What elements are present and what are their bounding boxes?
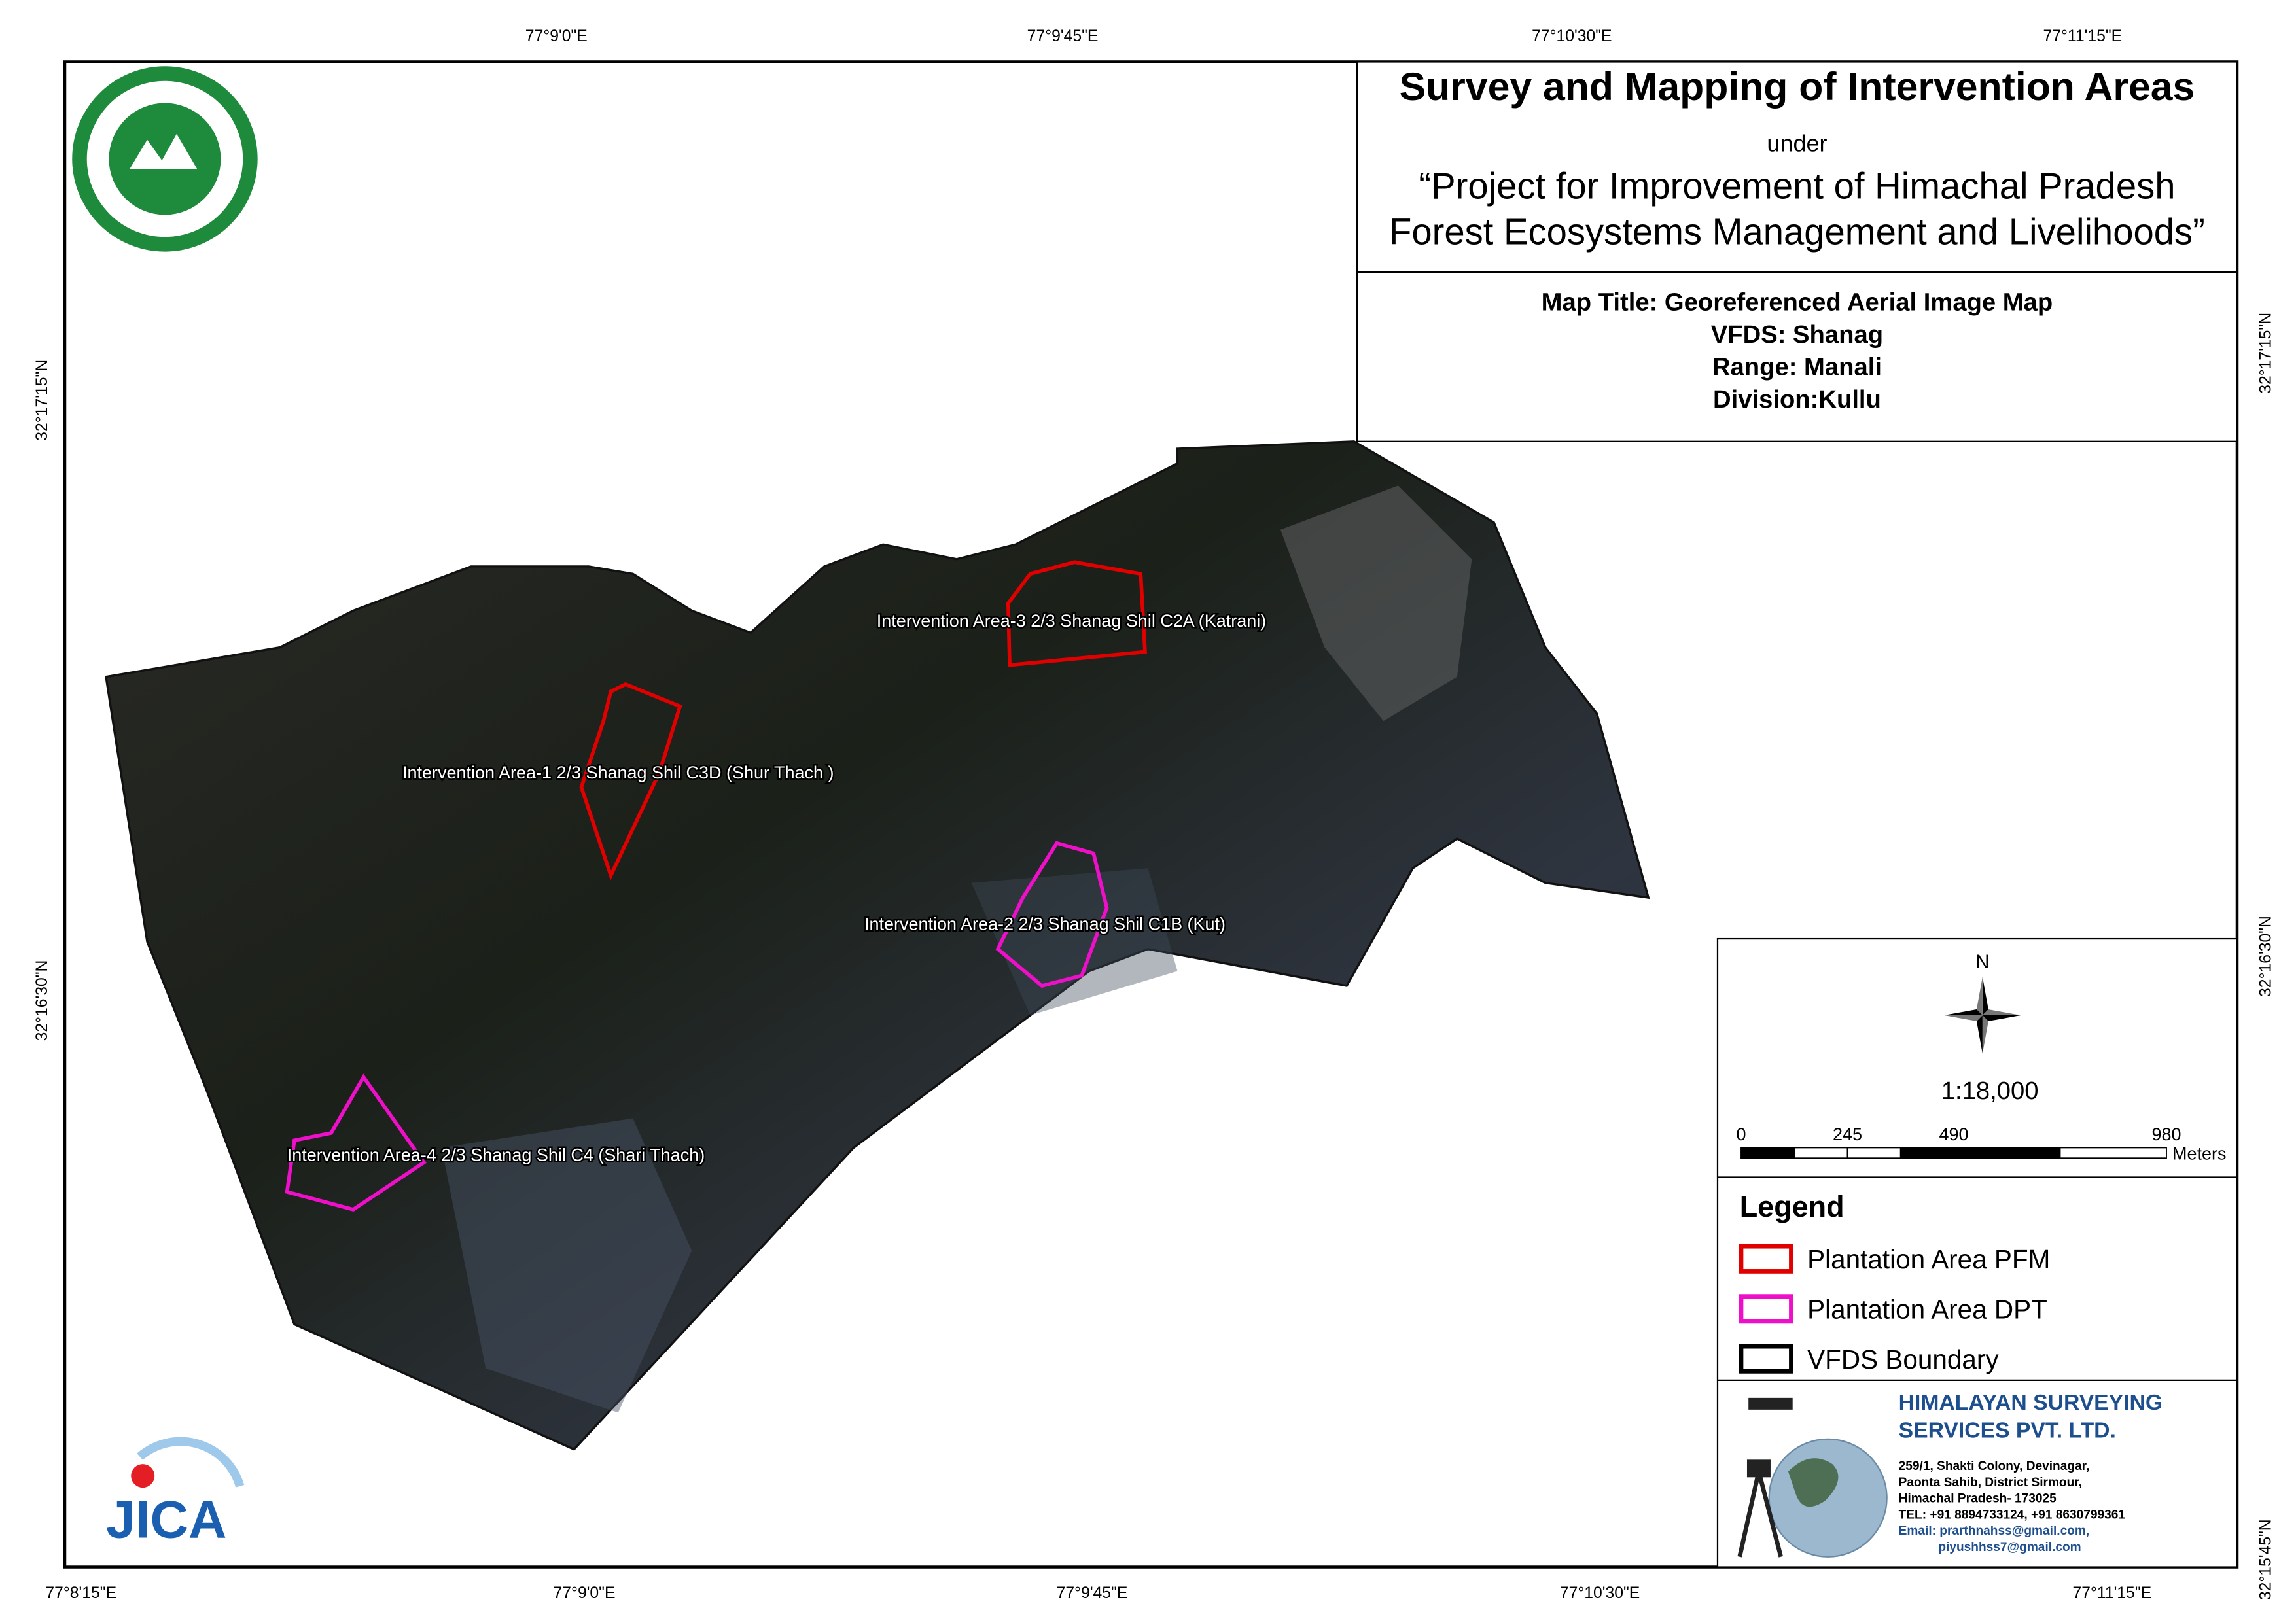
slope-patch bbox=[971, 868, 1178, 1016]
top-coord: 77°10'30"E bbox=[1532, 27, 1612, 45]
jica-text: JICA bbox=[106, 1491, 226, 1550]
company-logo bbox=[1737, 1397, 1888, 1558]
left-coord: 32°17'15"N bbox=[33, 360, 51, 441]
map-info-line: VFDS: Shanag bbox=[1711, 321, 1883, 349]
legend-item: VFDS Boundary bbox=[1807, 1344, 1999, 1374]
map-info-line: Range: Manali bbox=[1712, 353, 1882, 381]
area-label: Intervention Area-1 2/3 Shanag Shil C3D … bbox=[402, 763, 834, 782]
left-coord: 32°16'30"N bbox=[33, 960, 51, 1041]
scale-tick-label: 980 bbox=[2152, 1125, 2181, 1144]
project-line: “Project for Improvement of Himachal Pra… bbox=[1419, 166, 2175, 207]
top-coord: 77°9'45"E bbox=[1027, 27, 1099, 45]
title: Survey and Mapping of Intervention Areas bbox=[1400, 64, 2195, 109]
legend-swatch bbox=[1739, 1294, 1793, 1324]
area-label: Intervention Area-3 2/3 Shanag Shil C2A … bbox=[877, 611, 1267, 631]
scale-tick-label: 245 bbox=[1833, 1125, 1862, 1144]
scale-ratio: 1:18,000 bbox=[1941, 1077, 2039, 1105]
scale-segment bbox=[1899, 1147, 1954, 1159]
scale-segment bbox=[1846, 1147, 1901, 1159]
scale-segment bbox=[1740, 1147, 1795, 1159]
address-line: 259/1, Shakti Colony, Devinagar, bbox=[1899, 1459, 2090, 1473]
address-line: Paonta Sahib, District Sirmour, bbox=[1899, 1476, 2082, 1490]
company-name: HIMALAYAN SURVEYING bbox=[1899, 1390, 2163, 1415]
area-labels: Intervention Area-3 2/3 Shanag Shil C2A … bbox=[285, 610, 1267, 1166]
dpt-area-4 bbox=[285, 1073, 427, 1212]
right-coord: 32°15'45"N bbox=[2257, 1519, 2275, 1600]
legend-swatch bbox=[1739, 1344, 1793, 1374]
forest-logo bbox=[72, 66, 258, 252]
company-name: SERVICES PVT. LTD. bbox=[1899, 1418, 2116, 1443]
email: Email: prarthnahss@gmail.com, bbox=[1899, 1524, 2090, 1538]
settlement-patch bbox=[1280, 485, 1472, 722]
scale-tick-label: 490 bbox=[1939, 1125, 1968, 1144]
area-label: Intervention Area-4 2/3 Shanag Shil C4 (… bbox=[287, 1145, 705, 1165]
address: 259/1, Shakti Colony, Devinagar, Paonta S… bbox=[1899, 1459, 2126, 1554]
map-info-line: Map Title: Georeferenced Aerial Image Ma… bbox=[1542, 288, 2053, 317]
graticule-labels: 77°9'0"E 77°9'45"E 77°10'30"E 77°11'15"E 77°… bbox=[33, 27, 2275, 1602]
address-line: Himachal Pradesh- 173025 bbox=[1899, 1492, 2057, 1506]
subtitle: under bbox=[1767, 130, 1827, 157]
pfm-area-1 bbox=[579, 682, 682, 881]
scale-segment bbox=[1953, 1147, 2061, 1159]
address-line: TEL: +91 8894733124, +91 8630799361 bbox=[1899, 1508, 2126, 1522]
north-label: N bbox=[1975, 952, 1989, 973]
bottom-coord: 77°8'15"E bbox=[45, 1584, 116, 1602]
map-info: Map Title: Georeferenced Aerial Image Ma… bbox=[1542, 288, 2053, 413]
jica-logo: JICA bbox=[106, 1437, 245, 1550]
bottom-coord: 77°11'15"E bbox=[2073, 1584, 2152, 1602]
bottom-coord: 77°9'45"E bbox=[1057, 1584, 1128, 1602]
scale-segment bbox=[1793, 1147, 1848, 1159]
aerial-image bbox=[105, 440, 1650, 1451]
right-coord: 32°16'30"N bbox=[2257, 916, 2275, 997]
scale-tick-label: 0 bbox=[1736, 1125, 1746, 1144]
legend: Plantation Area PFM Plantation Area DPT VF… bbox=[1739, 1244, 2050, 1374]
scale-unit: Meters bbox=[2172, 1143, 2226, 1163]
area-label: Intervention Area-2 2/3 Shanag Shil C1B … bbox=[864, 915, 1226, 934]
pfm-area-3 bbox=[1006, 560, 1147, 667]
dpt-area-2 bbox=[995, 841, 1109, 988]
right-coord: 32°17'15"N bbox=[2257, 313, 2275, 394]
scale-segment bbox=[2059, 1147, 2167, 1159]
title-box bbox=[1356, 61, 2238, 442]
bottom-coord: 77°9'0"E bbox=[554, 1584, 616, 1602]
legend-item: Plantation Area DPT bbox=[1807, 1294, 2047, 1324]
top-coord: 77°9'0"E bbox=[525, 27, 588, 45]
legend-title: Legend bbox=[1740, 1190, 1845, 1223]
legend-item: Plantation Area PFM bbox=[1807, 1244, 2050, 1274]
top-coord: 77°11'15"E bbox=[2043, 27, 2123, 45]
bottom-coord: 77°10'30"E bbox=[1560, 1584, 1640, 1602]
north-arrow bbox=[1944, 977, 2021, 1054]
email: piyushhss7@gmail.com bbox=[1938, 1541, 2081, 1554]
map-info-line: Division:Kullu bbox=[1713, 385, 1881, 413]
project-line: Forest Ecosystems Management and Livelih… bbox=[1389, 211, 2205, 252]
legend-swatch bbox=[1739, 1244, 1793, 1274]
slope-patch bbox=[441, 1118, 692, 1413]
